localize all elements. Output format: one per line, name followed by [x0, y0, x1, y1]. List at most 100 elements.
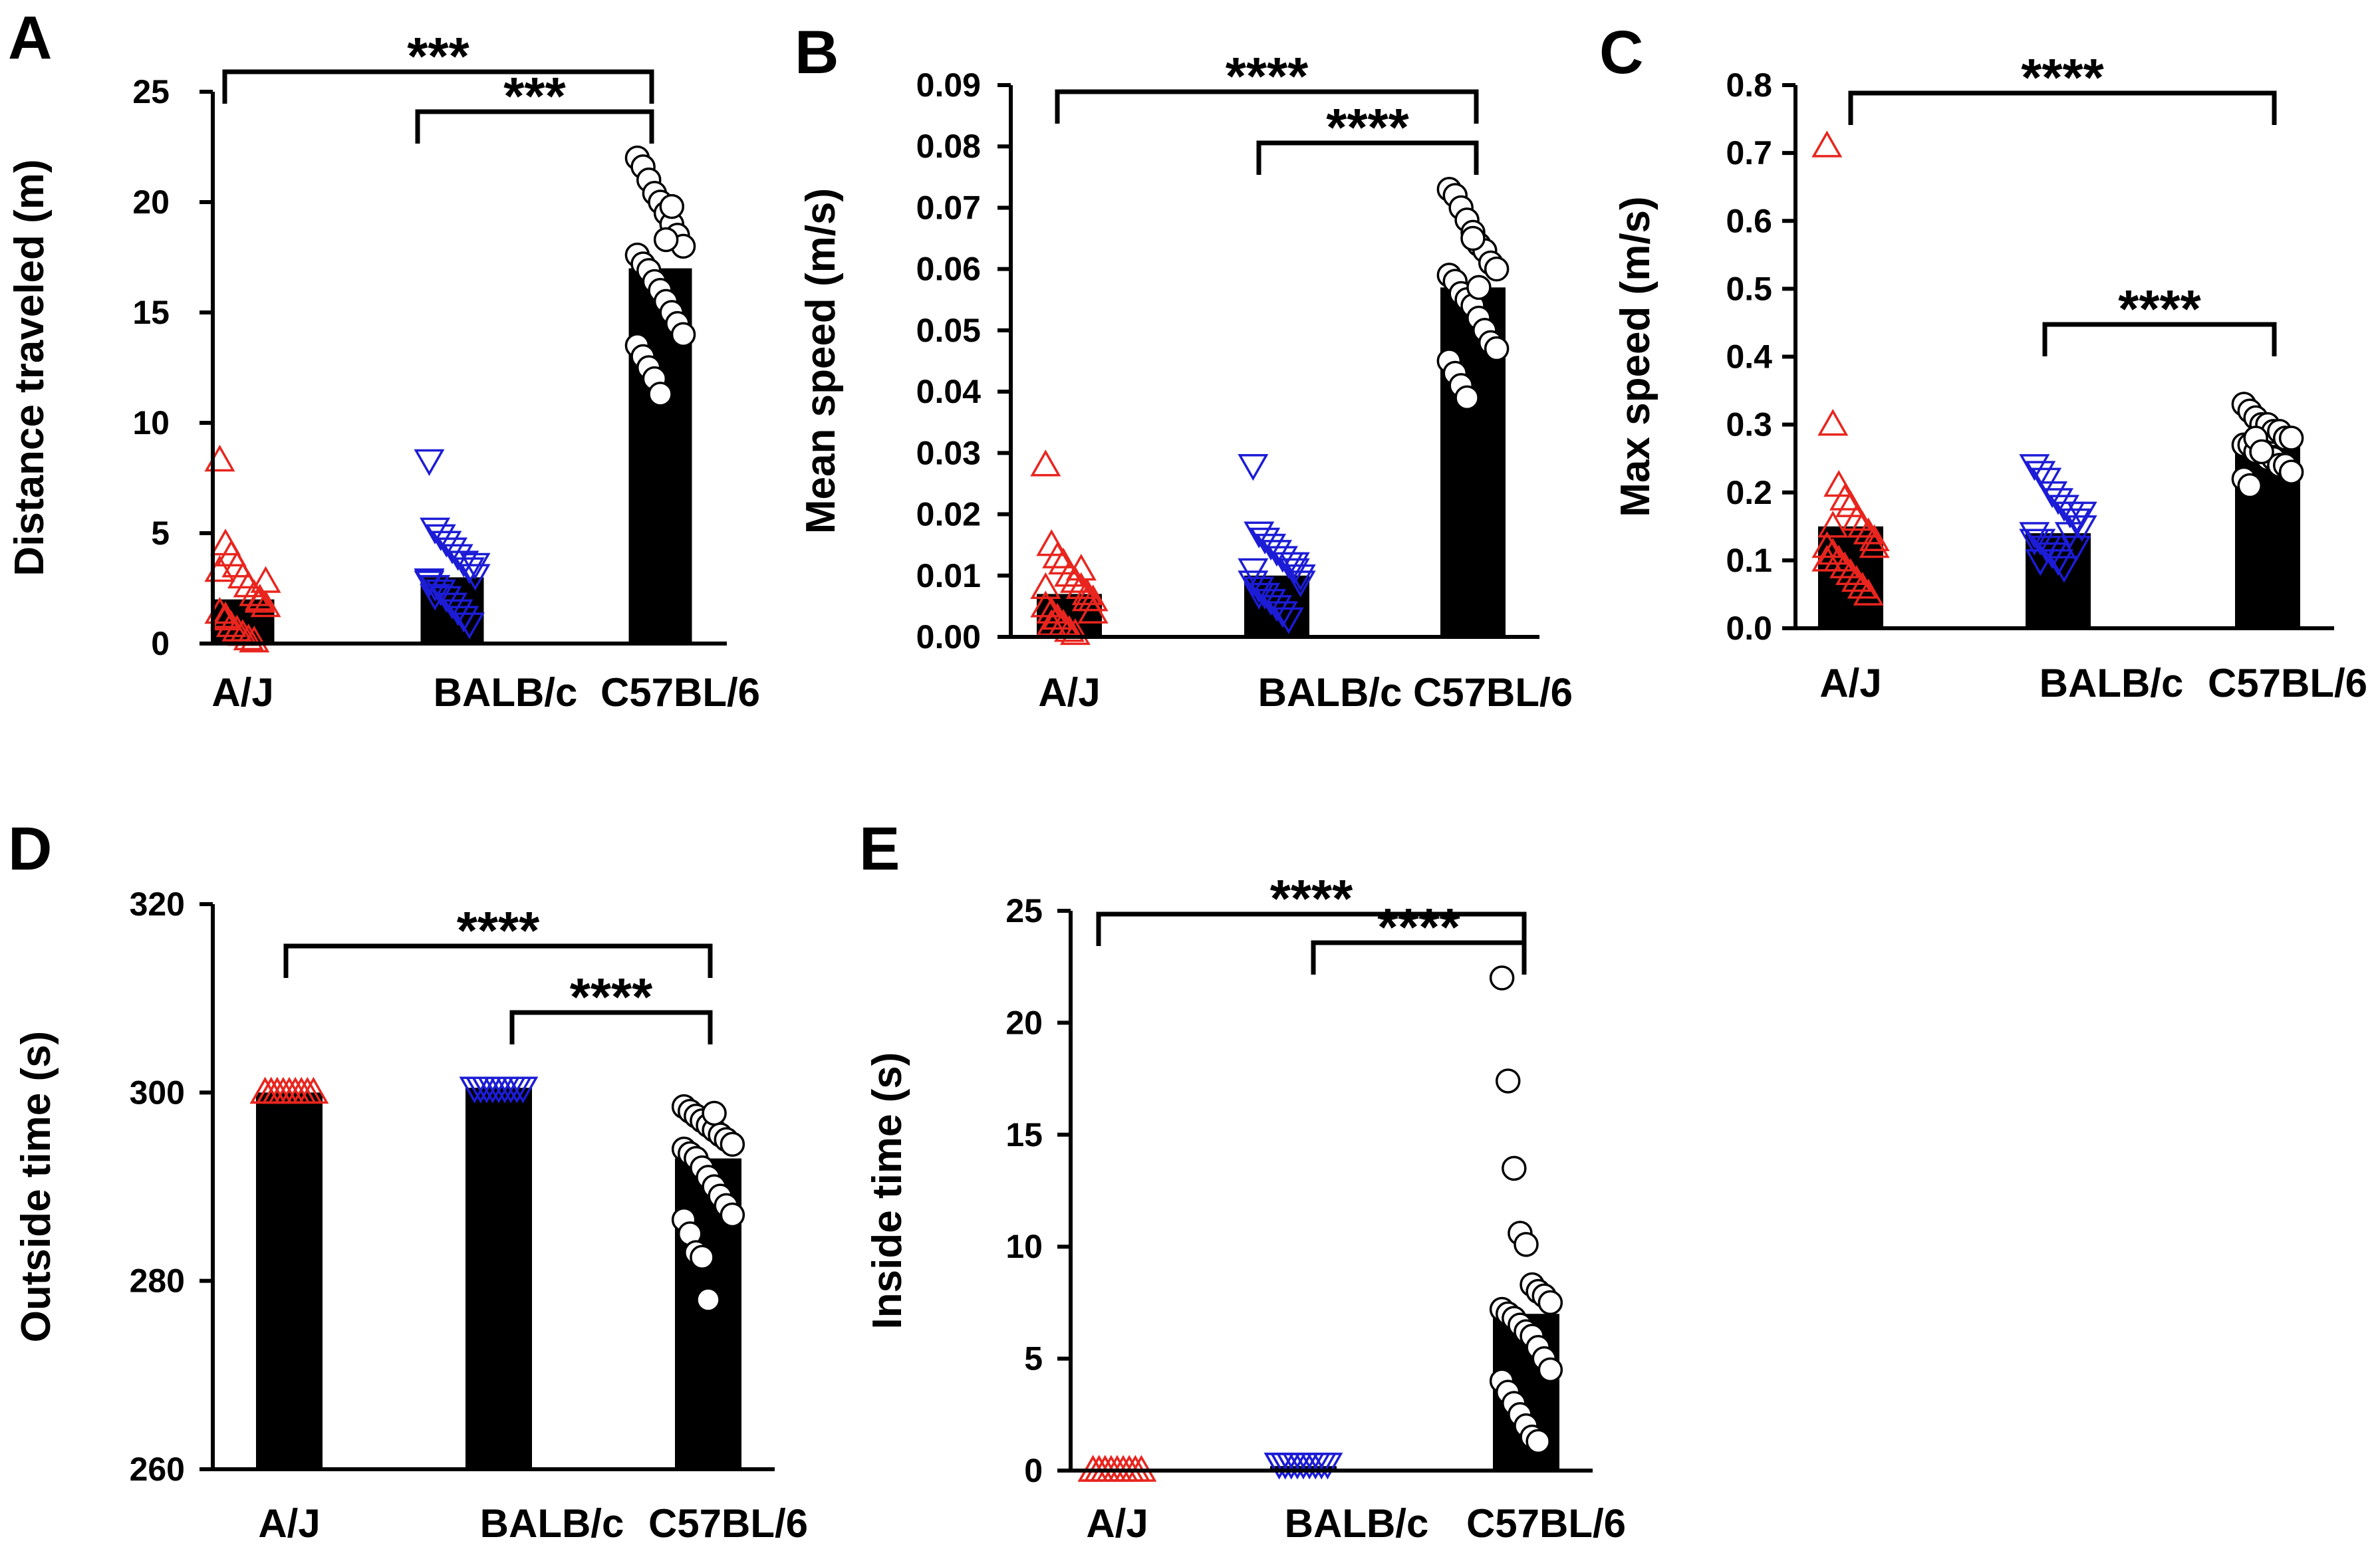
- y-tick-label: 0: [151, 625, 170, 662]
- data-point-aj-6: [1847, 511, 1878, 538]
- y-tick-label: 0.00: [916, 618, 981, 656]
- y-tick-label: 0.3: [1726, 406, 1772, 443]
- panel-a-chart: A 0 5 10 15 20 25 A/J BALB/c C57BL/6 Distance trav…: [7, 4, 760, 715]
- data-point-balbc-0: [414, 449, 445, 476]
- y-tick-label: 0.2: [1726, 474, 1772, 511]
- y-tick-label: 0.7: [1726, 134, 1772, 172]
- data-point-c57bl6-23: [1466, 275, 1492, 300]
- significance-stars: ****: [2118, 279, 2201, 338]
- data-point-aj-8: [1859, 524, 1890, 551]
- data-point-aj-9: [1811, 531, 1843, 558]
- data-point-balbc-11: [2031, 535, 2062, 562]
- data-point-c57bl6-22: [648, 382, 673, 407]
- data-point-balbc-2: [2031, 467, 2062, 495]
- y-tick-label: 0.08: [916, 128, 981, 165]
- data-point-balbc-15: [2054, 522, 2085, 549]
- y-tick-label: 300: [130, 1074, 185, 1111]
- data-point-balbc-12: [2037, 542, 2068, 570]
- significance-stars: ***: [407, 27, 469, 86]
- x-category-label-balbc: BALB/c: [1285, 1501, 1429, 1546]
- x-category-label-c57bl6: C57BL/6: [2208, 661, 2367, 705]
- significance-stars: ***: [503, 66, 566, 126]
- y-tick-label: 0.04: [916, 373, 982, 410]
- significance-stars: ****: [2021, 48, 2104, 107]
- y-axis-label: Inside time (s): [864, 1052, 910, 1330]
- data-point-c57bl6-17: [1537, 1357, 1563, 1383]
- data-point-aj-1: [1817, 409, 1849, 436]
- data-point-balbc-15: [1273, 607, 1304, 634]
- data-point-aj-13: [1835, 558, 1867, 586]
- data-point-balbc-11: [425, 579, 456, 606]
- data-point-aj-10: [1036, 596, 1067, 624]
- x-category-label-c57bl6: C57BL/6: [600, 670, 760, 715]
- panel-letter: A: [8, 4, 52, 72]
- significance-stars: ****: [1377, 898, 1460, 957]
- data-point-balbc-14: [2048, 556, 2079, 583]
- y-axis-label: Outside time (s): [13, 1031, 59, 1343]
- y-tick-label: 20: [132, 183, 170, 221]
- data-point-balbc-14: [442, 599, 473, 626]
- data-point-balbc-11: [471, 1076, 502, 1104]
- x-category-label-balbc: BALB/c: [434, 670, 578, 715]
- data-point-aj-17: [1077, 596, 1109, 624]
- data-point-c57bl6-21: [2249, 439, 2274, 465]
- data-point-aj-16: [1853, 578, 1884, 606]
- y-tick-label: 0.05: [916, 312, 981, 349]
- y-tick-label: 15: [132, 294, 170, 331]
- y-tick-label: 15: [1005, 1116, 1043, 1153]
- significance-bracket: [2042, 322, 2277, 356]
- data-point-balbc-13: [436, 592, 468, 620]
- significance-bracket: [1311, 940, 1527, 975]
- data-point-balbc-8: [1312, 1453, 1343, 1480]
- data-point-c57bl6-4: [1514, 1232, 1539, 1257]
- panel-b-chart: B 0.00 0.01 0.02 0.03 0.04 0.05 0.06 0.07 0.08 0.0…: [795, 19, 1573, 715]
- bar-aj: [256, 1092, 323, 1469]
- data-point-balbc-18: [414, 570, 445, 598]
- y-tick-label: 0.07: [916, 189, 981, 226]
- data-point-aj-19: [1817, 511, 1849, 538]
- panel-d-chart: D 260 280 300 320 A/J BALB/c C57BL/6 Outside tim…: [8, 815, 808, 1546]
- data-point-aj-9: [1030, 590, 1061, 618]
- data-point-balbc-8: [507, 1076, 539, 1104]
- data-point-aj-17: [1859, 531, 1890, 558]
- y-tick-label: 0.0: [1726, 610, 1772, 647]
- data-point-aj-10: [1817, 538, 1849, 565]
- data-point-aj-16: [244, 586, 275, 613]
- data-point-aj-14: [1841, 564, 1872, 592]
- data-point-aj-15: [1847, 572, 1878, 599]
- data-point-balbc-0: [1238, 454, 1269, 481]
- y-tick-label: 0: [1024, 1452, 1043, 1489]
- data-point-balbc-7: [454, 557, 485, 584]
- data-point-balbc-16: [1279, 552, 1310, 579]
- significance-stars: ****: [1326, 98, 1409, 157]
- data-point-balbc-14: [1267, 601, 1298, 628]
- data-point-aj-0: [1030, 449, 1061, 477]
- y-axis-label: Mean speed (m/s): [798, 188, 844, 534]
- y-tick-label: 0.09: [916, 66, 981, 104]
- data-point-aj-15: [1065, 554, 1097, 581]
- data-point-aj-12: [221, 614, 253, 642]
- significance-stars: ****: [457, 901, 540, 960]
- data-point-c57bl6-19: [2237, 473, 2263, 499]
- significance-bracket: [1096, 911, 1527, 946]
- data-point-balbc-3: [431, 531, 462, 558]
- y-tick-label: 5: [151, 515, 170, 552]
- y-tick-label: 20: [1005, 1004, 1043, 1041]
- x-category-label-balbc: BALB/c: [2040, 661, 2184, 705]
- y-tick-label: 0.6: [1726, 202, 1772, 239]
- x-category-label-aj: A/J: [1819, 661, 1881, 705]
- data-point-balbc-16: [2060, 535, 2091, 562]
- data-point-aj-2: [1042, 541, 1073, 568]
- y-tick-label: 10: [132, 404, 170, 441]
- panel-c-chart: C 0.0 0.1 0.2 0.3 0.4 0.5 0.6 0.7 0.8 A/J BALB/c C57…: [1599, 19, 2367, 705]
- x-category-label-aj: A/J: [1086, 1501, 1148, 1546]
- data-point-c57bl6-17: [1484, 336, 1510, 362]
- x-category-label-balbc: BALB/c: [480, 1501, 624, 1546]
- data-point-balbc-4: [436, 537, 468, 564]
- data-point-c57bl6-8: [2278, 425, 2304, 451]
- data-point-balbc-19: [1244, 582, 1275, 610]
- data-point-balbc-17: [460, 552, 491, 580]
- data-point-c57bl6-8: [720, 1132, 745, 1157]
- y-tick-label: 5: [1024, 1340, 1043, 1377]
- data-point-balbc-16: [454, 612, 485, 640]
